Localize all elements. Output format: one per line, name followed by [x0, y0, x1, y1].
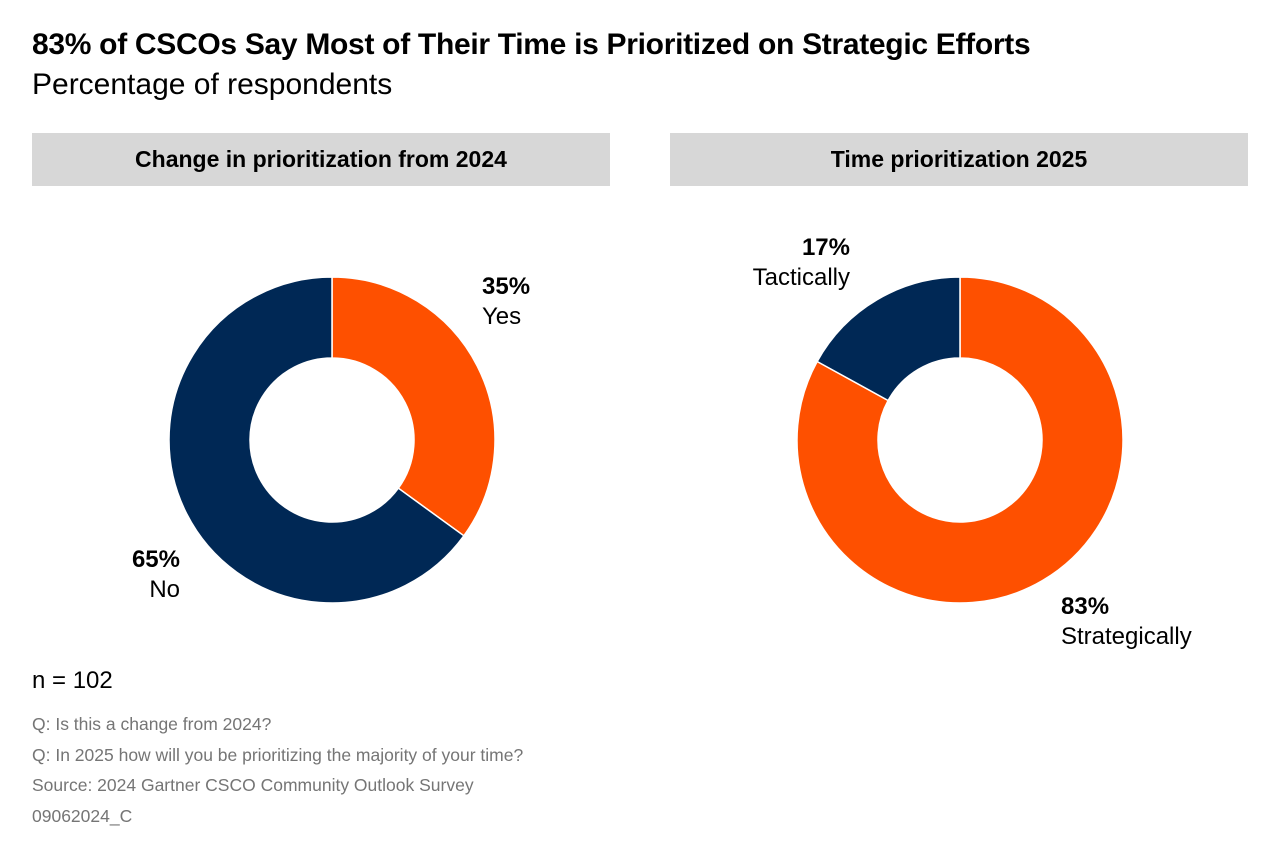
footnote-q1: Q: Is this a change from 2024? — [32, 714, 272, 734]
label-strategically-value: 83% — [1061, 593, 1110, 620]
label-tactically: 17% Tactically — [700, 233, 850, 293]
label-tactically-value: 17% — [801, 234, 850, 261]
label-strategically-name: Strategically — [1061, 623, 1192, 650]
right-panel-header: Time prioritization 2025 — [670, 133, 1248, 186]
footnote-id: 09062024_C — [32, 805, 133, 826]
label-yes-name: Yes — [482, 303, 522, 330]
left-panel-header: Change in prioritization from 2024 — [32, 133, 610, 186]
label-tactically-name: Tactically — [752, 264, 850, 291]
label-strategically: 83% Strategically — [1061, 592, 1192, 652]
footnote-q2: Q: In 2025 how will you be prioritizing … — [32, 744, 524, 765]
chart-subtitle: Percentage of respondents — [32, 68, 393, 101]
label-no: 65% No — [100, 545, 180, 605]
sample-size: n = 102 — [32, 667, 113, 694]
label-yes-value: 35% — [482, 273, 531, 300]
donut-slice-tactically — [816, 276, 961, 402]
footnotes: Q: Is this a change from 2024? Q: In 202… — [32, 712, 523, 834]
label-no-value: 65% — [131, 546, 180, 573]
donut-slice-yes — [331, 276, 496, 537]
donut-slice-no — [168, 276, 465, 604]
donut-slice-strategically — [796, 276, 1124, 604]
footnote-source: Source: 2024 Gartner CSCO Community Outl… — [32, 775, 474, 795]
label-yes: 35% Yes — [482, 272, 530, 332]
label-no-name: No — [149, 576, 180, 603]
chart-title: 83% of CSCOs Say Most of Their Time is P… — [32, 28, 1031, 61]
